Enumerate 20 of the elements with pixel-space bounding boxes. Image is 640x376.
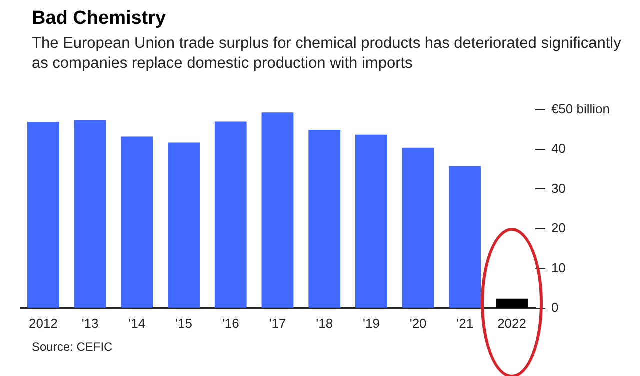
y-tick-label: 20	[551, 220, 566, 236]
x-tick-label: '18	[316, 316, 334, 331]
x-tick-label: '19	[362, 316, 380, 331]
y-tick-label: 10	[551, 260, 566, 276]
source-note: Source: CEFIC	[32, 340, 113, 354]
x-tick-label: 2022	[498, 316, 526, 331]
x-tick-label: '15	[176, 316, 192, 331]
x-tick-label: '13	[82, 316, 99, 331]
y-tick-label: €50 billion	[551, 101, 610, 116]
chart-title: Bad Chemistry	[32, 8, 166, 30]
x-tick-label: 2012	[28, 316, 58, 331]
x-tick-label: '21	[456, 316, 474, 331]
x-tick-label: '20	[410, 316, 427, 331]
x-tick-label: '14	[128, 316, 146, 331]
chart-subtitle: The European Union trade surplus for chemical products has deteriorated significantly as companies replace domestic production with imports	[32, 34, 622, 74]
x-tick-label: '16	[222, 316, 240, 331]
y-tick-label: 40	[551, 141, 566, 156]
x-tick-label: '17	[269, 316, 286, 331]
y-tick-label: 0	[551, 300, 559, 315]
y-tick-label: 30	[551, 180, 566, 196]
